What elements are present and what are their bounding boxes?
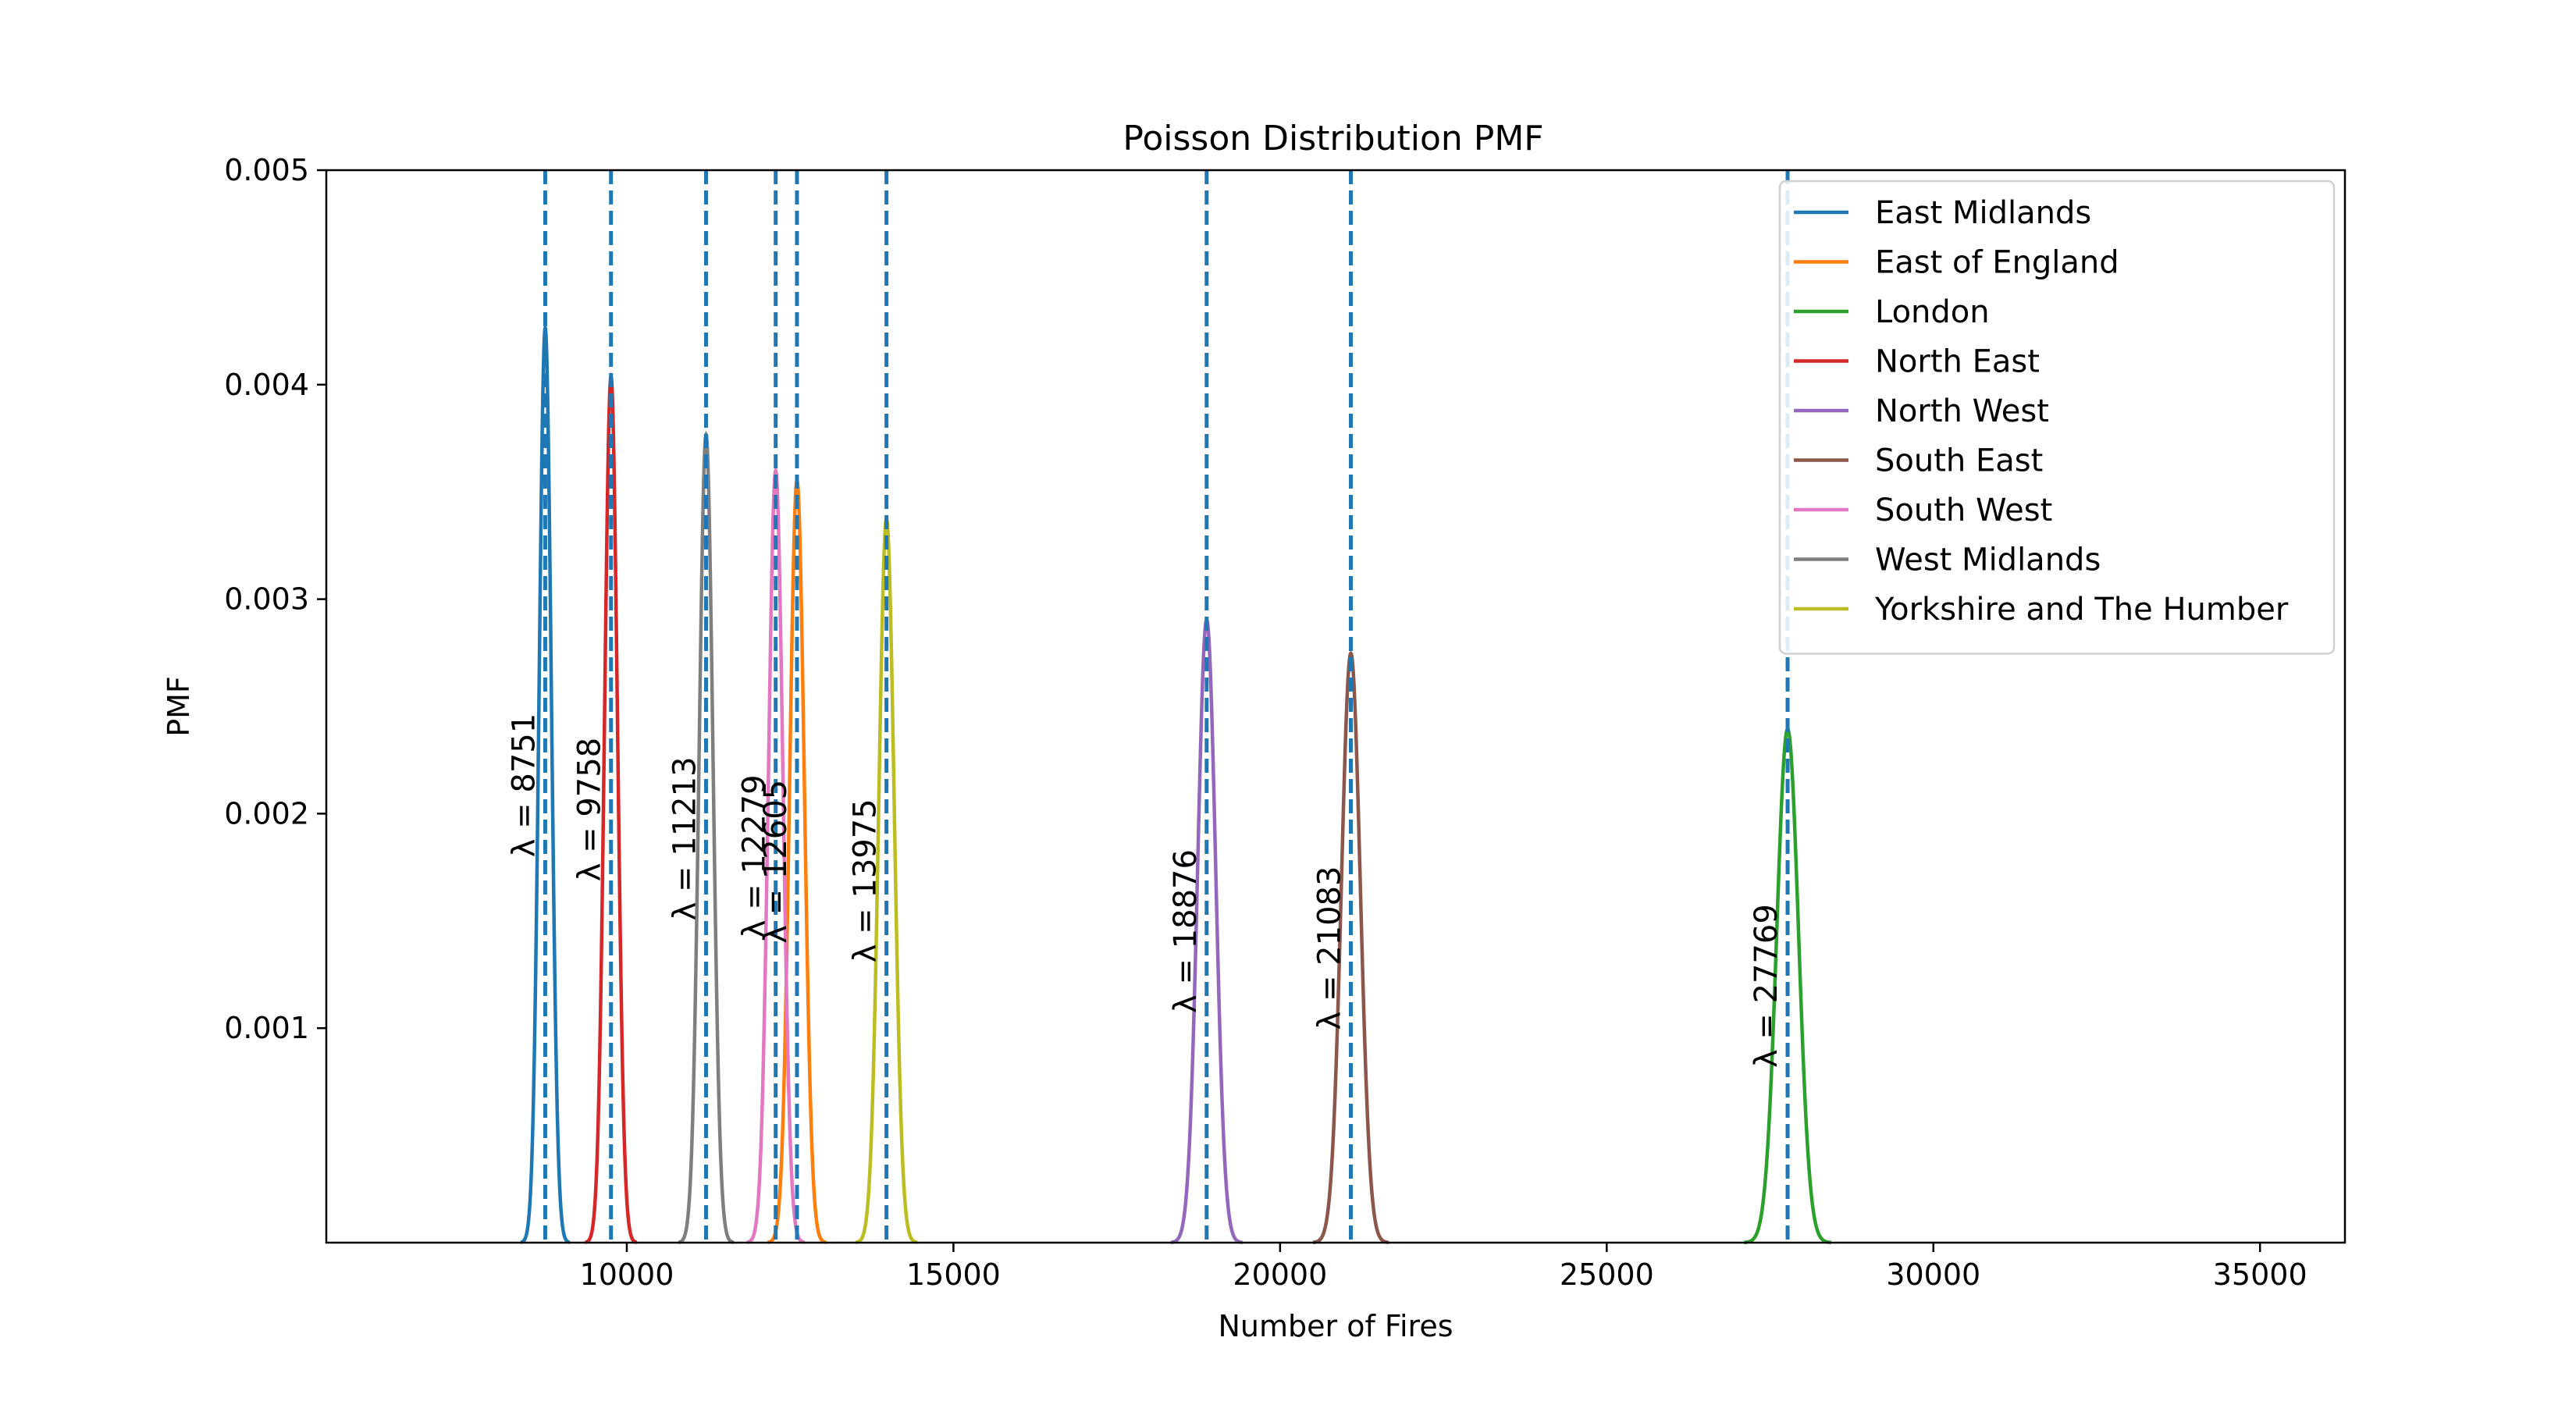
legend: East Midlands East of England London North … — [1778, 180, 2336, 655]
series-line-east-midlands — [520, 323, 571, 1244]
legend-label-west-midlands: West Midlands — [1875, 542, 2101, 578]
x-axis-label: Number of Fires — [1218, 1309, 1453, 1343]
lambda-label-yorkshire-and-the-humber: λ = 13975 — [848, 799, 884, 962]
legend-label-east-of-england: East of England — [1875, 245, 2119, 281]
lambda-label-north-east: λ = 9758 — [572, 738, 608, 881]
legend-box — [1778, 180, 2336, 655]
legend-label-yorkshire-and-the-humber: Yorkshire and The Humber — [1874, 592, 2289, 628]
lambda-label-west-midlands: λ = 11213 — [667, 756, 703, 920]
legend-label-north-east: North East — [1875, 344, 2040, 380]
x-tick-label: 35000 — [2213, 1257, 2307, 1292]
x-tick-label: 15000 — [906, 1257, 1001, 1292]
y-axis-label: PMF — [162, 676, 196, 737]
legend-label-london: London — [1875, 294, 1990, 330]
chart-title: Poisson Distribution PMF — [1123, 119, 1543, 158]
plot-frame — [325, 169, 2347, 1244]
y-tick-label: 0.001 — [224, 1011, 309, 1045]
x-tick-label: 30000 — [1886, 1257, 1980, 1292]
y-axis-ticks: 0.001 0.002 0.003 0.004 0.005 — [224, 153, 326, 1045]
lambda-label-north-west: λ = 18876 — [1168, 849, 1204, 1013]
x-tick-label: 10000 — [580, 1257, 674, 1292]
mean-lines — [543, 170, 1790, 1243]
series-line-south-west — [746, 467, 806, 1244]
legend-label-south-east: South East — [1875, 443, 2043, 479]
lambda-label-south-east: λ = 21083 — [1312, 866, 1348, 1030]
series-line-south-east — [1312, 650, 1389, 1244]
legend-label-east-midlands: East Midlands — [1875, 195, 2091, 231]
lambda-label-east-midlands: λ = 8751 — [506, 713, 542, 857]
lambda-labels: λ = 8751 λ = 12605 λ = 27769 λ = 9758 λ = 18… — [506, 713, 1784, 1068]
lambda-label-east-of-england: λ = 12605 — [758, 780, 794, 944]
y-tick-label: 0.005 — [224, 153, 309, 187]
lambda-label-south-west: λ = 12279 — [737, 774, 773, 938]
legend-label-south-west: South West — [1875, 493, 2052, 528]
x-tick-label: 25000 — [1560, 1257, 1654, 1292]
y-tick-label: 0.002 — [224, 796, 309, 831]
y-tick-label: 0.003 — [224, 582, 309, 617]
lambda-label-london: λ = 27769 — [1749, 904, 1784, 1068]
y-tick-label: 0.004 — [224, 368, 309, 402]
x-axis-ticks: 10000 15000 20000 25000 30000 35000 — [580, 1243, 2307, 1292]
legend-label-north-west: North West — [1875, 393, 2049, 429]
x-tick-label: 20000 — [1233, 1257, 1327, 1292]
